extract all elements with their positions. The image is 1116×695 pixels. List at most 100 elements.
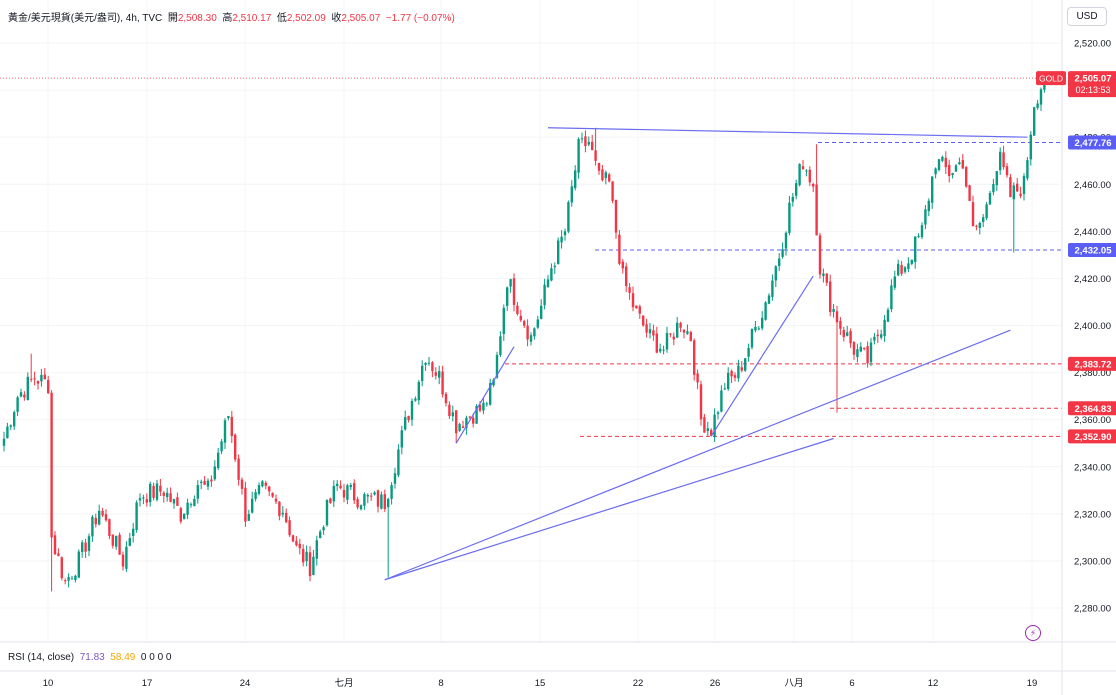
candle <box>47 375 50 394</box>
candle-body <box>1026 160 1029 179</box>
candle-body <box>499 336 502 356</box>
candle <box>917 233 920 238</box>
candle <box>244 481 247 527</box>
trendline <box>384 329 1011 581</box>
candle-body <box>754 326 757 331</box>
candle-body <box>206 480 210 487</box>
candle <box>441 365 444 398</box>
candle-body <box>125 546 128 569</box>
candle <box>336 479 339 491</box>
candle-body <box>363 494 366 506</box>
candle <box>597 162 601 175</box>
candle <box>652 324 655 341</box>
rsi-label: RSI (14, close) <box>8 652 75 663</box>
candle <box>968 184 971 202</box>
candle <box>740 361 743 373</box>
candle-body <box>220 441 223 452</box>
candle-body <box>213 466 216 480</box>
candle <box>648 322 652 339</box>
candle-body <box>393 473 397 484</box>
candle-body <box>999 151 1002 171</box>
candle-body <box>47 380 50 394</box>
candle-body <box>383 494 386 510</box>
candle-body <box>944 157 947 168</box>
candle-body <box>699 384 703 420</box>
candle <box>393 467 397 489</box>
candle <box>81 540 84 558</box>
candle-body <box>64 580 67 582</box>
candle-body <box>682 329 686 333</box>
candle <box>506 286 509 311</box>
currency-button[interactable]: USD <box>1067 7 1107 26</box>
candle-body <box>567 202 570 232</box>
candle-body <box>108 519 111 536</box>
candle-body <box>910 259 913 264</box>
candle <box>319 529 322 539</box>
candle-body <box>251 498 254 513</box>
candle <box>526 319 529 347</box>
candle-body <box>407 415 410 421</box>
candle-body <box>149 483 152 503</box>
candle <box>138 493 142 507</box>
candle-body <box>652 330 655 336</box>
candle <box>914 236 917 269</box>
candle <box>9 424 12 431</box>
trendline <box>455 346 515 444</box>
candle-body <box>285 512 288 523</box>
candle-body <box>189 504 193 506</box>
candle <box>584 130 587 153</box>
candle <box>387 497 390 578</box>
candle <box>696 369 699 390</box>
candle <box>560 230 563 249</box>
candle-body <box>166 492 169 498</box>
candle <box>638 304 641 319</box>
level-tag-bg <box>1068 243 1116 258</box>
candle-body <box>172 498 176 504</box>
candle-body <box>492 379 495 386</box>
candle-body <box>625 266 628 287</box>
candle-body <box>23 394 26 398</box>
candle-body <box>927 200 930 212</box>
candle <box>781 242 784 259</box>
candle-body <box>516 305 519 315</box>
candle <box>285 508 288 524</box>
candle-body <box>135 502 138 530</box>
symbol-header: 黃金/美元現貨(美元/盎司), 4h, TVC 開2,508.30 高2,510… <box>8 9 455 24</box>
candle-body <box>179 508 182 522</box>
candle-body <box>50 392 53 538</box>
candle <box>169 487 172 503</box>
candle-body <box>278 501 281 517</box>
candle-body <box>621 261 624 269</box>
candle <box>475 404 478 424</box>
candle <box>70 575 74 580</box>
candle <box>370 492 373 501</box>
candle <box>659 343 662 354</box>
candle <box>856 343 859 363</box>
candle <box>710 428 713 437</box>
candle <box>635 305 638 309</box>
candle <box>451 405 454 422</box>
candle-body <box>883 319 886 337</box>
candle-body <box>30 378 33 380</box>
candle-body <box>223 420 227 443</box>
candle <box>628 283 631 300</box>
candle-body <box>87 536 91 551</box>
candle-body <box>288 520 291 536</box>
level-tag-bg <box>1068 356 1116 371</box>
candle <box>1002 145 1005 170</box>
candle-body <box>733 375 737 378</box>
candle-body <box>961 160 964 169</box>
level-tag: 2,352.90 <box>1068 429 1116 444</box>
candle-body <box>33 378 36 380</box>
candle <box>574 165 577 191</box>
candle-body <box>856 349 859 358</box>
candle-body <box>934 168 937 175</box>
candle <box>53 531 57 556</box>
candle <box>903 266 907 274</box>
candle <box>376 489 380 513</box>
lightning-icon[interactable]: ⚡ <box>1025 625 1041 641</box>
candle <box>302 544 305 567</box>
low-label: 低 <box>276 13 287 24</box>
candle-body <box>13 412 16 427</box>
